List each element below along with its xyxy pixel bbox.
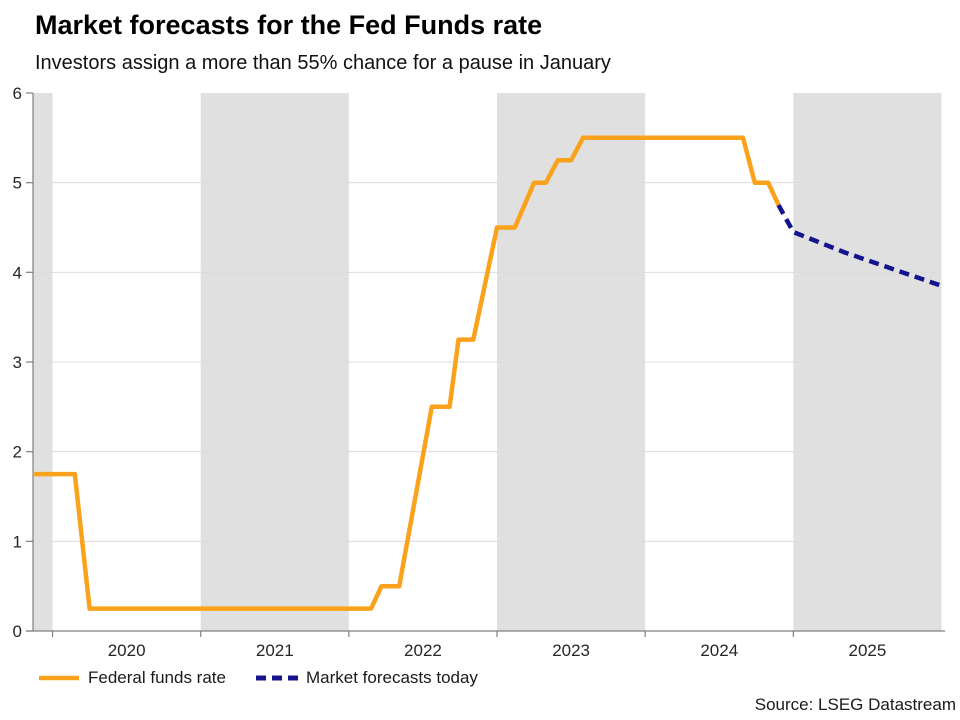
y-tick-label: 0 <box>13 622 22 641</box>
dashed-line-swatch-icon <box>255 675 298 681</box>
y-tick-label: 4 <box>13 263 22 282</box>
x-tick-label: 2020 <box>108 641 146 660</box>
source-credit: Source: LSEG Datastream <box>754 695 956 714</box>
y-tick-label: 1 <box>13 532 22 551</box>
y-tick-label: 5 <box>13 174 22 193</box>
x-tick-label: 2023 <box>552 641 590 660</box>
y-tick-label: 6 <box>13 84 22 103</box>
legend: Federal funds rate Market forecasts toda… <box>38 668 478 688</box>
legend-item-federal-funds-rate: Federal funds rate <box>38 668 226 688</box>
series-federal-funds-rate <box>33 135 781 611</box>
x-tick-label: 2025 <box>849 641 887 660</box>
y-tick-label: 3 <box>13 353 22 372</box>
y-tick-label: 2 <box>13 443 22 462</box>
legend-label: Federal funds rate <box>88 668 226 687</box>
chart-title: Market forecasts for the Fed Funds rate <box>35 10 543 40</box>
x-tick-label: 2024 <box>700 641 738 660</box>
legend-item-market-forecasts-today: Market forecasts today <box>255 668 478 688</box>
solid-line-swatch-icon <box>39 675 79 681</box>
x-tick-label: 2021 <box>256 641 294 660</box>
chart-subtitle: Investors assign a more than 55% chance … <box>35 52 611 74</box>
x-tick-label: 2022 <box>404 641 442 660</box>
series-market-forecasts-today <box>776 204 943 288</box>
legend-label: Market forecasts today <box>305 668 478 687</box>
